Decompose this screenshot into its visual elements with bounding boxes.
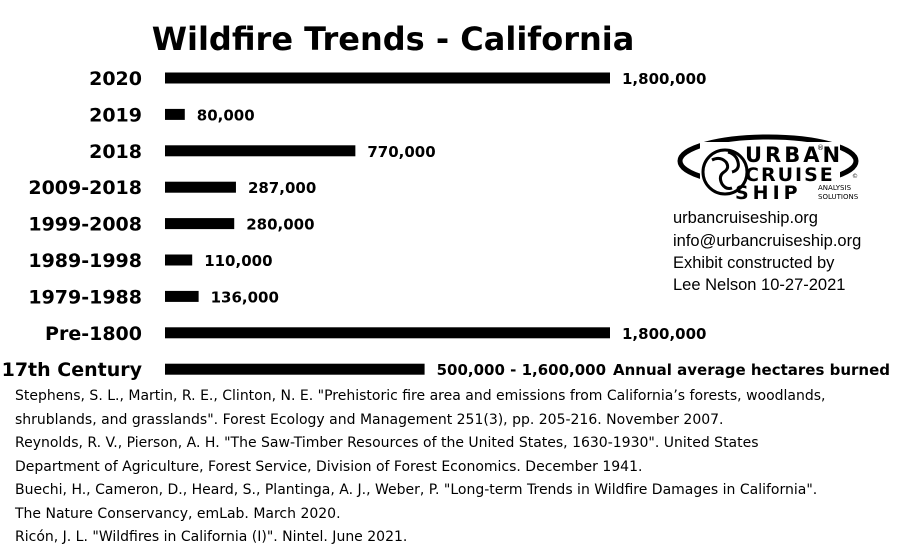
bars-group: 2020 1,800,000 2019 80,000 2018 770,000 2009-2… [2, 68, 890, 381]
logo-copyright-mark: © [852, 173, 858, 180]
bar [165, 181, 236, 193]
logo-line1: URBAN [745, 143, 843, 167]
unit-note: Annual average hectares burned [613, 361, 890, 379]
credit-website: urbancruiseship.org [673, 209, 818, 227]
category-label: 1999-2008 [28, 214, 142, 236]
bar [165, 108, 185, 120]
category-label: 2020 [89, 68, 142, 90]
category-label: 1989-1998 [28, 250, 142, 272]
value-label: 80,000 [197, 106, 255, 124]
chart-title: Wildfire Trends - California [152, 20, 635, 58]
bar [165, 254, 193, 266]
logo-tagline2: SOLUTIONS [818, 193, 859, 201]
reference-line: Reynolds, R. V., Pierson, A. H. "The Saw… [15, 435, 759, 451]
value-label: 280,000 [246, 216, 314, 234]
value-label: 1,800,000 [622, 70, 706, 88]
logo-registered-mark: ® [817, 144, 824, 152]
references: Stephens, S. L., Martin, R. E., Clinton,… [15, 385, 895, 550]
logo-line2: CRUISE [745, 164, 835, 186]
category-label: 2018 [89, 141, 142, 163]
value-label: 770,000 [367, 143, 435, 161]
credit-exhibit: Exhibit constructed by [673, 254, 835, 272]
category-label: 17th Century [2, 359, 143, 381]
logo-tagline1: ANALYSIS [818, 184, 852, 192]
category-label: Pre-1800 [45, 323, 142, 345]
category-label: 2019 [89, 104, 142, 126]
reference-line: Department of Agriculture, Forest Servic… [15, 458, 643, 475]
logo-line3: SHIP [735, 182, 802, 204]
reference-line: Buechi, H., Cameron, D., Heard, S., Plan… [15, 482, 818, 498]
wildfire-bar-chart: Wildfire Trends - California 2020 1,800,0… [2, 20, 890, 381]
reference-line: Stephens, S. L., Martin, R. E., Clinton,… [15, 388, 826, 404]
value-label: 136,000 [211, 288, 279, 306]
category-label: 1979-1988 [28, 286, 142, 308]
value-label: 287,000 [248, 179, 316, 197]
bar [165, 218, 235, 230]
bar [165, 327, 610, 339]
globe-continents-icon [711, 150, 740, 190]
bar [165, 363, 425, 375]
bar [165, 290, 199, 302]
value-label: 1,800,000 [622, 325, 706, 343]
value-label: 110,000 [204, 252, 272, 270]
bar [165, 145, 356, 157]
reference-line: shrublands, and grasslands". Forest Ecol… [15, 411, 724, 428]
value-label: 500,000 - 1,600,000 [437, 361, 606, 379]
urban-cruise-ship-logo: URBAN ® CRUISE SHIP ANALYSIS SOLUTIONS © [677, 134, 859, 204]
credit-email: info@urbancruiseship.org [673, 232, 862, 250]
bar [165, 72, 610, 84]
reference-line: The Nature Conservancy, emLab. March 202… [15, 505, 341, 522]
reference-line: Ricón, J. L. "Wildfires in California (I… [15, 529, 408, 545]
credit-author-date: Lee Nelson 10-27-2021 [673, 276, 846, 294]
category-label: 2009-2018 [28, 177, 142, 199]
